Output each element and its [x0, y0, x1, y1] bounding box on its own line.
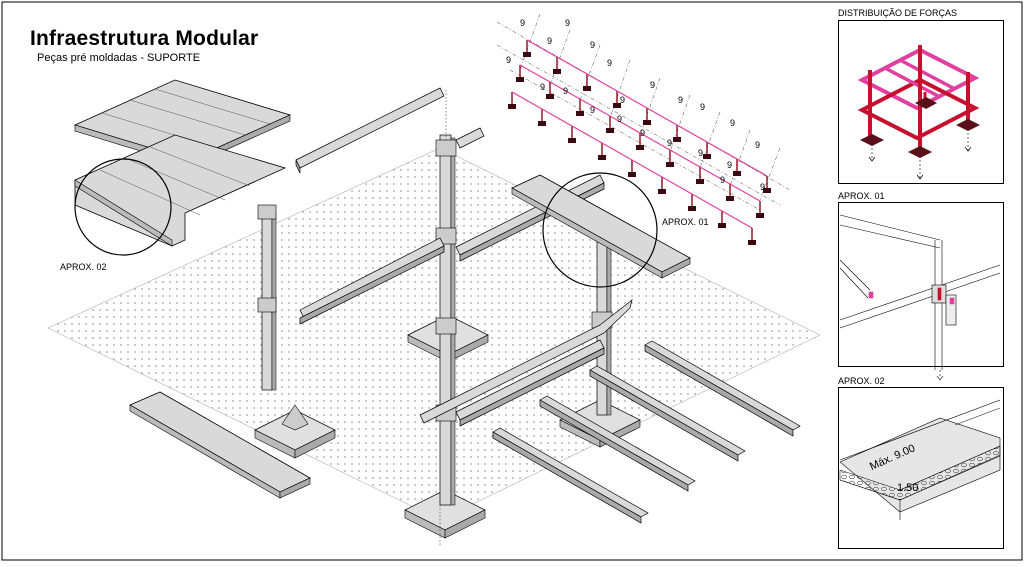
plan-footing: [696, 179, 704, 184]
grid-module-label: 9: [727, 160, 733, 170]
plan-footing: [666, 162, 674, 167]
detail01-panel: [838, 202, 1004, 367]
footing-center-lower: [404, 489, 486, 539]
plan-footing: [516, 77, 524, 82]
plan-footing: [538, 121, 546, 126]
plan-footing: [718, 223, 726, 228]
plan-footing: [546, 94, 554, 99]
forces-drawing: [857, 45, 980, 180]
column-center: [435, 134, 457, 506]
grid-module-label: 9: [547, 36, 553, 46]
thickness-label: 1.50: [897, 482, 919, 494]
grid-module-label: 9: [678, 95, 684, 105]
grid-module-label: 9: [760, 182, 766, 192]
slab-panel-ground: [129, 391, 311, 499]
plan-footing: [726, 196, 734, 201]
plan-footing: [643, 120, 651, 125]
slab-panel-right: [511, 174, 691, 279]
plan-footing: [756, 213, 764, 218]
grid-module-label: 9: [617, 114, 623, 124]
page-title: Infraestrutura Modular: [30, 27, 259, 50]
plan-footing: [673, 137, 681, 142]
callout-circle-01: [542, 172, 658, 288]
grid-module-label: 9: [650, 80, 656, 90]
page-subtitle: Peças pré moldadas - SUPORTE: [37, 52, 201, 64]
forces-panel: [838, 20, 1004, 184]
plan-footing: [576, 111, 584, 116]
projection-lines: [439, 90, 447, 545]
plan-footing: [523, 52, 531, 57]
detail01-drawing: [839, 214, 1001, 381]
grid-module-label: 9: [540, 82, 546, 92]
forces-panel-title: DISTRIBUIÇÃO DE FORÇAS: [838, 8, 958, 18]
grid-module-label: 9: [563, 86, 569, 96]
plan-footing: [658, 189, 666, 194]
plan-footing: [553, 69, 561, 74]
grid-plan: [496, 13, 791, 245]
grid-module-label: 9: [590, 40, 596, 50]
grid-module-label: 9: [590, 105, 596, 115]
grid-module-label: 9: [700, 102, 706, 112]
grid-module-label: 9: [730, 118, 736, 128]
grid-module-label: 9: [698, 148, 704, 158]
callout-circle-02: [74, 158, 172, 256]
grid-module-label: 9: [640, 128, 646, 138]
plan-footing: [628, 172, 636, 177]
grid-module-label: 9: [607, 58, 613, 68]
plan-footing: [598, 155, 606, 160]
detail01-panel-title: APROX. 01: [838, 191, 885, 201]
footing-center-upper: [407, 314, 489, 363]
slab-panel-lower: [74, 134, 287, 247]
plan-footing: [568, 138, 576, 143]
grid-module-label: 9: [565, 18, 571, 28]
footing-left: [254, 404, 336, 459]
plan-footing: [703, 154, 711, 159]
plan-footing: [508, 104, 516, 109]
grid-module-label: 9: [755, 140, 761, 150]
grid-module-label: 9: [720, 175, 726, 185]
detail02-panel-title: APROX. 02: [838, 376, 885, 386]
detail02-panel: [838, 387, 1004, 549]
callout-label-01: APROX. 01: [662, 217, 709, 227]
plan-footing: [733, 171, 741, 176]
grid-module-label: 9: [620, 95, 626, 105]
detail02-drawing: [839, 399, 1001, 520]
plan-footing: [636, 145, 644, 150]
plan-footing: [583, 86, 591, 91]
plan-footing: [748, 240, 756, 245]
grid-module-label: 9: [667, 138, 673, 148]
plan-footing: [613, 103, 621, 108]
grid-module-label: 9: [506, 55, 512, 65]
callout-label-02: APROX. 02: [60, 262, 107, 272]
plan-footing: [606, 128, 614, 133]
column-left: [257, 204, 277, 391]
plan-footing: [688, 206, 696, 211]
plan-footing: [763, 188, 771, 193]
channel-beams: [492, 340, 801, 524]
grid-module-label: 9: [520, 18, 526, 28]
